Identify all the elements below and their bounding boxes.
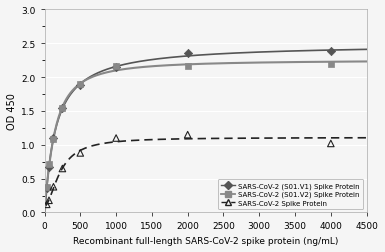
Point bbox=[328, 142, 334, 146]
Point bbox=[59, 167, 65, 171]
Point bbox=[113, 66, 119, 70]
Point bbox=[50, 137, 57, 141]
Legend: SARS-CoV-2 (S01.V1) Spike Protein, SARS-CoV-2 (S01.V2) Spike Protein, SARS-CoV-2: SARS-CoV-2 (S01.V1) Spike Protein, SARS-… bbox=[218, 179, 363, 209]
Point bbox=[77, 83, 84, 87]
Point bbox=[50, 185, 57, 189]
Point bbox=[77, 151, 84, 155]
X-axis label: Recombinant full-length SARS-CoV-2 spike protein (ng/mL): Recombinant full-length SARS-CoV-2 spike… bbox=[73, 236, 338, 245]
Point bbox=[184, 133, 191, 137]
Point bbox=[328, 50, 334, 54]
Point bbox=[44, 203, 50, 207]
Point bbox=[46, 166, 52, 170]
Point bbox=[44, 186, 50, 190]
Point bbox=[184, 64, 191, 68]
Point bbox=[59, 106, 65, 110]
Point bbox=[113, 137, 119, 141]
Point bbox=[46, 199, 52, 203]
Point bbox=[113, 64, 119, 68]
Point bbox=[77, 84, 84, 88]
Point bbox=[328, 62, 334, 66]
Point bbox=[50, 138, 57, 142]
Point bbox=[46, 162, 52, 166]
Point bbox=[184, 52, 191, 56]
Y-axis label: OD 450: OD 450 bbox=[7, 93, 17, 130]
Point bbox=[59, 107, 65, 111]
Point bbox=[44, 186, 50, 190]
